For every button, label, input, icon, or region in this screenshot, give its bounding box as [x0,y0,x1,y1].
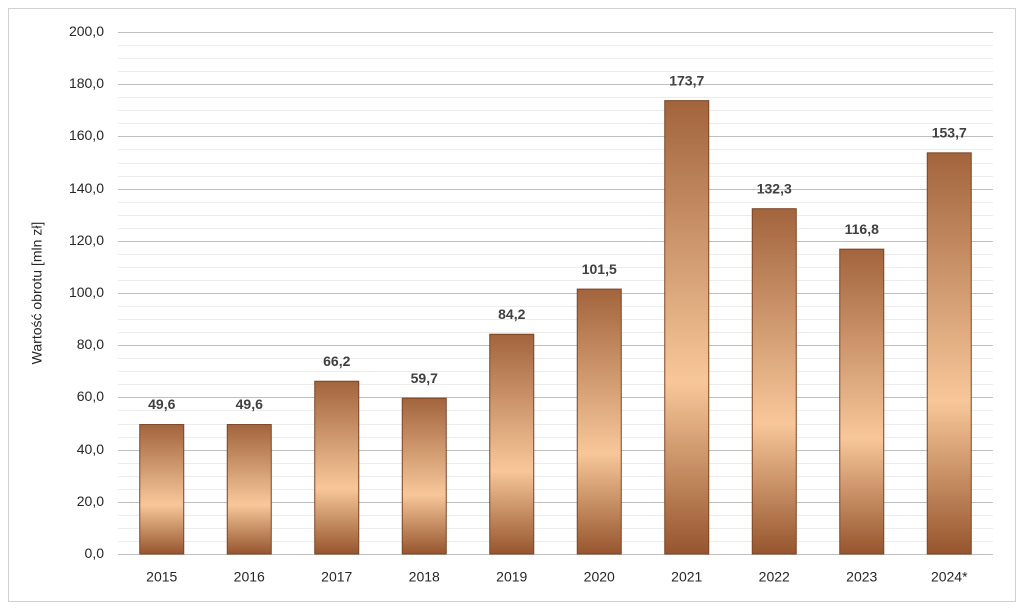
value-label: 84,2 [498,306,525,322]
y-tick-label: 160,0 [69,127,104,143]
bar [139,424,185,555]
value-label: 49,6 [148,396,175,412]
x-tick-label: 2016 [234,569,265,585]
x-tick-label: 2017 [321,569,352,585]
x-tick-label: 2018 [409,569,440,585]
y-tick-label: 0,0 [85,545,105,561]
x-tick-label: 2020 [584,569,615,585]
x-tick-label: 2023 [846,569,877,585]
y-tick-label: 120,0 [69,232,104,248]
bar [489,333,535,555]
value-label: 66,2 [323,353,350,369]
x-tick-label: 2015 [146,569,177,585]
value-label: 173,7 [669,72,704,88]
bar [226,424,272,555]
bar [664,100,710,555]
x-tick-label: 2019 [496,569,527,585]
bar [576,288,622,555]
y-tick-label: 180,0 [69,75,104,91]
value-label: 132,3 [757,180,792,196]
bar [751,208,797,555]
y-tick-label: 20,0 [77,493,104,509]
x-tick-label: 2021 [671,569,702,585]
y-tick-label: 40,0 [77,441,104,457]
value-label: 153,7 [932,125,967,141]
bar [926,152,972,555]
y-tick-label: 80,0 [77,336,104,352]
x-tick-label: 2024* [931,569,968,585]
value-label: 101,5 [582,261,617,277]
y-tick-label: 200,0 [69,23,104,39]
bar [401,397,447,555]
bar [314,380,360,555]
y-axis-label: Wartość obrotu [mln zł] [29,222,45,365]
y-tick-label: 140,0 [69,180,104,196]
y-tick-label: 100,0 [69,284,104,300]
y-tick-label: 60,0 [77,388,104,404]
value-label: 116,8 [845,221,879,237]
bar [839,248,885,555]
value-label: 49,6 [236,396,263,412]
value-label: 59,7 [411,370,438,386]
x-tick-label: 2022 [759,569,790,585]
